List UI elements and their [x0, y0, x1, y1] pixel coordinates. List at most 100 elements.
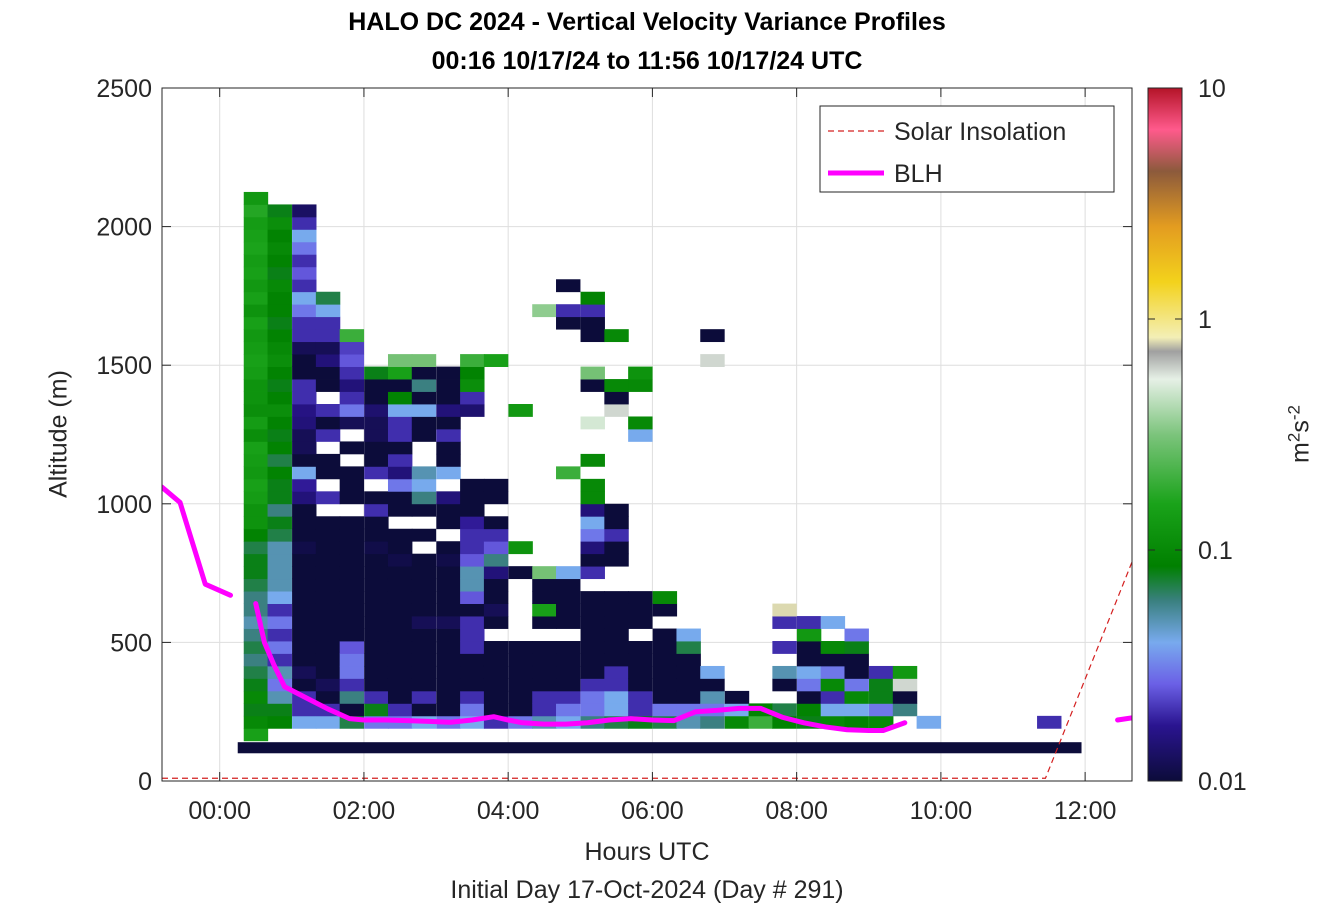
variance-cell: [483, 354, 509, 367]
variance-cell: [460, 678, 485, 692]
variance-cell: [460, 578, 485, 592]
variance-cell: [604, 628, 629, 642]
variance-cell: [292, 316, 317, 330]
variance-cell: [292, 553, 317, 567]
legend: Solar Insolation BLH: [819, 105, 1115, 193]
variance-cell: [267, 566, 292, 580]
variance-cell: [339, 665, 365, 679]
variance-cell: [580, 616, 605, 629]
variance-cell: [532, 578, 557, 592]
variance-cell: [364, 628, 389, 642]
variance-cell: [387, 616, 413, 629]
variance-cell: [315, 379, 341, 392]
variance-cell: [411, 616, 437, 629]
variance-cell: [267, 304, 292, 318]
y-tick-label: 2000: [96, 214, 152, 242]
variance-cell: [292, 578, 317, 592]
variance-cell: [364, 591, 389, 604]
variance-cell: [436, 690, 461, 704]
variance-cell: [364, 466, 389, 480]
variance-cell: [652, 641, 678, 654]
variance-cell: [292, 603, 317, 617]
variance-cell: [483, 641, 509, 654]
variance-cell: [604, 591, 629, 604]
variance-cell: [508, 653, 533, 667]
variance-cell: [315, 553, 341, 567]
variance-cell: [411, 566, 437, 580]
variance-cell: [604, 678, 629, 692]
variance-cell: [411, 404, 437, 417]
variance-cell: [580, 416, 605, 430]
variance-cell: [604, 653, 629, 667]
variance-cell: [292, 291, 317, 305]
variance-cell: [652, 653, 678, 667]
variance-cell: [315, 616, 341, 629]
variance-cell: [387, 404, 413, 417]
variance-cell: [411, 553, 437, 567]
variance-cell: [339, 566, 365, 580]
variance-cell: [267, 641, 292, 654]
variance-cell: [700, 354, 725, 367]
variance-cell: [339, 341, 365, 355]
variance-cell: [532, 678, 557, 692]
variance-cell: [411, 678, 437, 692]
variance-cell: [267, 715, 292, 729]
variance-cell: [267, 553, 292, 567]
variance-cell: [483, 665, 509, 679]
variance-cell: [267, 578, 292, 592]
legend-blh-label: BLH: [894, 160, 943, 188]
variance-cell: [339, 404, 365, 417]
variance-cell: [364, 616, 389, 629]
variance-cell: [387, 703, 413, 717]
variance-cell: [364, 641, 389, 654]
variance-cell: [364, 603, 389, 617]
solar-insolation-line: [162, 561, 1132, 779]
variance-cell: [796, 678, 822, 692]
variance-cell: [796, 628, 822, 642]
chart-title: HALO DC 2024 - Vertical Velocity Varianc…: [348, 8, 946, 36]
variance-cell: [604, 641, 629, 654]
variance-cell: [267, 628, 292, 642]
variance-cell: [483, 478, 509, 492]
variance-cell: [267, 391, 292, 405]
variance-cell: [556, 566, 581, 580]
variance-cell: [869, 703, 894, 717]
variance-cell: [292, 304, 317, 318]
variance-cell: [460, 516, 485, 530]
variance-cell: [292, 591, 317, 604]
variance-cell: [532, 690, 557, 704]
variance-cell: [243, 578, 269, 592]
variance-cell: [652, 591, 678, 604]
variance-cell: [652, 703, 678, 717]
variance-cell: [339, 591, 365, 604]
variance-cell: [387, 453, 413, 467]
variance-cell: [436, 391, 461, 405]
x-tick-label: 08:00: [765, 797, 828, 825]
variance-cell: [628, 603, 653, 617]
variance-cell: [796, 641, 822, 654]
variance-cell: [869, 715, 894, 729]
variance-cell: [387, 678, 413, 692]
variance-cell: [508, 678, 533, 692]
variance-cell: [243, 266, 269, 280]
variance-cell: [604, 329, 629, 343]
variance-cell: [292, 528, 317, 542]
variance-cell: [844, 703, 869, 717]
variance-cell: [387, 379, 413, 392]
variance-cell: [267, 316, 292, 330]
colorbar-gradient: [1147, 87, 1183, 782]
variance-cell: [339, 441, 365, 455]
variance-cell: [243, 591, 269, 604]
variance-cell: [580, 516, 605, 530]
variance-cell: [436, 591, 461, 604]
variance-cell: [387, 354, 413, 367]
variance-cell: [387, 416, 413, 430]
variance-cell: [339, 329, 365, 343]
variance-cell: [243, 379, 269, 392]
variance-cell: [364, 503, 389, 517]
colorbar-tick-label: 10: [1198, 75, 1226, 103]
legend-box: [819, 105, 1115, 193]
variance-cell: [628, 641, 653, 654]
variance-cell: [411, 354, 437, 367]
variance-cell: [604, 553, 629, 567]
